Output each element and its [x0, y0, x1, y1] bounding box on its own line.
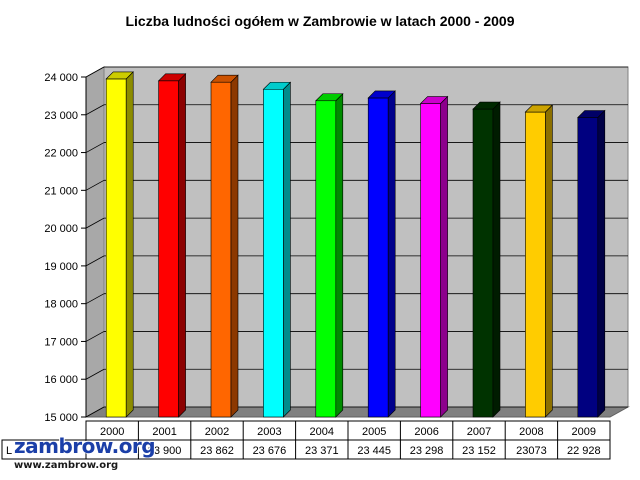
bar-side [283, 81, 291, 418]
y-tick-label: 16 000 [44, 374, 78, 386]
table-value: 23073 [516, 445, 547, 457]
x-tick-label: 2005 [362, 426, 386, 438]
zambrow-logo: zambrow.org www.zambrow.org [4, 434, 156, 478]
y-tick-label: 18 000 [44, 299, 78, 311]
table-value: 23 298 [410, 445, 444, 457]
table-value: 23 900 [148, 445, 182, 457]
table-value: 23 371 [305, 445, 339, 457]
logo-url-text: www.zambrow.org [14, 460, 119, 471]
gridline-side [85, 179, 105, 191]
bar-front [210, 81, 232, 418]
table-value: 23 152 [462, 445, 496, 457]
x-tick-label: 2001 [152, 426, 176, 438]
gridline-side [85, 217, 105, 229]
y-tick-label: 21 000 [44, 185, 78, 197]
bar-top [105, 71, 134, 80]
gridline-side [85, 255, 105, 267]
bar-side [545, 104, 553, 418]
y-tick-label: 20 000 [44, 223, 78, 235]
gridline-side [85, 66, 105, 78]
bar-front [525, 111, 546, 418]
bar-side [440, 95, 448, 418]
bar-front [420, 103, 441, 418]
table-value: 23 445 [357, 445, 391, 457]
bar-top [157, 73, 187, 82]
bar-side [125, 71, 134, 418]
x-tick-label: 2009 [572, 426, 596, 438]
x-tick-label: 2004 [310, 426, 334, 438]
bar-top [472, 101, 501, 110]
bar-2002 [210, 74, 239, 418]
bar-side [597, 109, 606, 418]
logo-brand-text: zambrow.org [14, 434, 156, 458]
bar-front [315, 100, 337, 418]
x-tick-label: 2006 [414, 426, 438, 438]
bar-top [367, 90, 396, 99]
bar-top [210, 74, 239, 83]
bar-side [335, 93, 344, 418]
bar-front [472, 108, 494, 418]
gridline-side [85, 368, 105, 380]
gridline-side [85, 293, 105, 305]
y-tick-label: 22 000 [44, 148, 78, 160]
gridline-side [85, 104, 105, 116]
bar-top [262, 81, 292, 90]
bar-2008 [524, 104, 554, 418]
bar-top [419, 96, 449, 104]
table-row-label: L [6, 445, 12, 457]
bar-front [105, 78, 127, 418]
bar-top [315, 93, 344, 102]
bar-2001 [157, 73, 187, 418]
x-tick-label: 2008 [519, 426, 543, 438]
x-tick-label: 2007 [467, 426, 491, 438]
bar-2007 [472, 101, 501, 418]
x-tick-label: 2000 [100, 426, 124, 438]
y-tick-label: 24 000 [44, 72, 78, 84]
gridline-side [85, 331, 105, 342]
bar-side [230, 74, 239, 418]
plot-side-wall [85, 66, 105, 418]
bar-side [178, 73, 186, 418]
y-tick-label: 23 000 [44, 110, 78, 122]
bar-top [524, 104, 554, 113]
x-tick-label: 2003 [257, 426, 281, 438]
y-tick-label: 17 000 [44, 336, 78, 348]
y-tick-label: 19 000 [44, 261, 78, 273]
bar-front [158, 80, 179, 418]
bar-front [263, 88, 284, 418]
x-tick-label: 2002 [205, 426, 229, 438]
bar-2006 [419, 95, 449, 418]
chart-title: Liczba ludności ogółem w Zambrowie w lat… [125, 13, 515, 29]
bar-front [367, 97, 389, 418]
bar-side [492, 101, 501, 418]
bar-2000 [105, 71, 134, 418]
bar-front [577, 117, 599, 418]
bar-2004 [315, 93, 344, 418]
gridline-side [85, 142, 105, 153]
gridline-side [85, 406, 105, 418]
table-value: 23 676 [253, 445, 287, 457]
bar-2009 [577, 109, 606, 418]
table-value: 22 928 [567, 445, 601, 457]
bar-top [577, 110, 606, 118]
bar-2005 [367, 90, 396, 418]
bar-side [387, 90, 396, 418]
table-value: 23 862 [200, 445, 234, 457]
bar-2003 [262, 81, 292, 418]
y-tick-label: 15 000 [44, 412, 78, 424]
